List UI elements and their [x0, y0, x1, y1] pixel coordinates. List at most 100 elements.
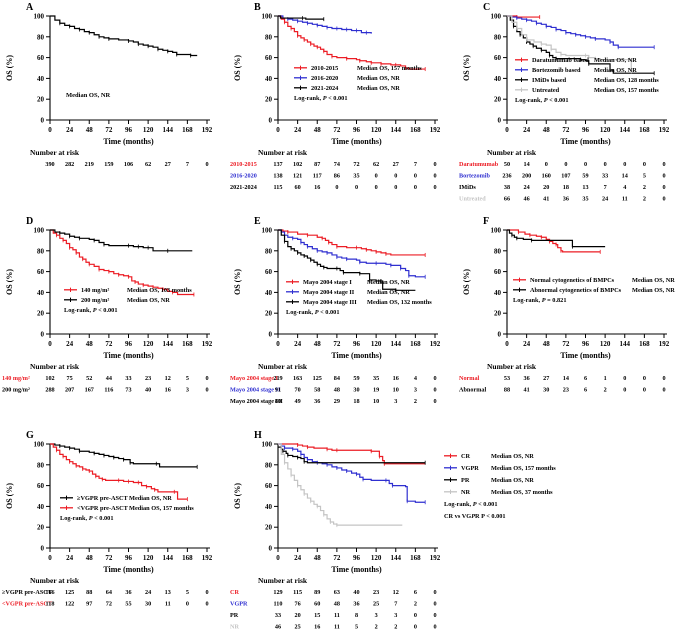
stat-line: CR vs VGPR P < 0.001: [444, 513, 506, 520]
risk-value: 87: [314, 161, 320, 168]
x-tick-label: 144: [163, 126, 174, 134]
risk-value: 62: [373, 161, 379, 168]
risk-value: 7: [186, 161, 189, 168]
risk-value: 2: [643, 184, 646, 191]
risk-value: 0: [394, 173, 397, 180]
legend-median-label: Median OS, NR: [491, 477, 534, 484]
risk-value: 60: [314, 601, 320, 608]
y-tick-label: 0: [41, 331, 45, 339]
risk-value: 2: [375, 624, 378, 631]
risk-value: 236: [502, 173, 511, 180]
risk-value: 16: [314, 184, 320, 191]
risk-table-header: Number at risk: [30, 576, 80, 585]
legend-median-label: Median OS, NR: [127, 297, 170, 304]
risk-row-label: NR: [230, 624, 239, 631]
y-tick-label: 20: [265, 524, 273, 532]
risk-row-label: VGPR: [230, 601, 248, 608]
risk-value: 0: [433, 184, 436, 191]
risk-value: 116: [104, 387, 113, 394]
y-tick-label: 0: [498, 117, 502, 125]
x-tick-label: 72: [562, 126, 570, 134]
risk-row-label: CR: [230, 589, 239, 596]
x-tick-label: 120: [600, 126, 611, 134]
panel-a: A 0 20 40 60 80 100 0 24 48 72 96 120 144 168 192 Time …: [0, 0, 228, 204]
risk-value: 0: [186, 601, 189, 608]
risk-value: 219: [273, 375, 282, 382]
risk-value: 0: [414, 612, 417, 619]
x-tick-label: 192: [430, 340, 441, 348]
risk-value: 41: [543, 196, 549, 203]
risk-row-label: Daratumumab: [459, 161, 499, 168]
risk-value: 0: [414, 173, 417, 180]
y-tick-label: 60: [37, 482, 45, 490]
legend-median-label: Median OS, NR: [357, 85, 400, 92]
risk-value: 35: [353, 173, 359, 180]
x-tick-label: 96: [125, 340, 133, 348]
km-curve: [278, 446, 426, 464]
risk-value: 76: [295, 601, 301, 608]
km-plot-a: 0 20 40 60 80 100 0 24 48 72 96 120 144 168 192 Time (m…: [5, 13, 213, 169]
y-tick-label: 80: [37, 461, 45, 469]
risk-value: 30: [353, 387, 359, 394]
y-tick-label: 100: [34, 441, 45, 449]
risk-row-label: Mayo 2004 stage III: [230, 398, 283, 405]
y-tick-label: 20: [494, 310, 502, 318]
risk-value: 12: [165, 375, 171, 382]
risk-value: 288: [45, 387, 54, 394]
km-curve: [278, 15, 372, 34]
risk-value: 15: [314, 612, 320, 619]
risk-value: 0: [643, 161, 646, 168]
legend-series-name: Untreated: [532, 87, 560, 94]
y-tick-label: 100: [491, 227, 502, 235]
risk-value: 0: [205, 375, 208, 382]
risk-value: 3: [186, 387, 189, 394]
risk-value: 110: [274, 601, 283, 608]
risk-value: 66: [504, 196, 510, 203]
risk-row-label: Normal: [459, 375, 480, 382]
y-tick-label: 80: [265, 247, 273, 255]
risk-value: 38: [504, 184, 510, 191]
y-tick-label: 100: [262, 13, 273, 21]
y-tick-label: 40: [37, 503, 45, 511]
legend-series-name: 2021-2024: [311, 85, 339, 92]
legend-series-name: VGPR: [461, 465, 479, 472]
y-tick-label: 100: [262, 441, 273, 449]
risk-value: 125: [65, 589, 74, 596]
x-tick-label: 72: [333, 126, 341, 134]
risk-value: 0: [205, 387, 208, 394]
y-axis-title: OS (%): [233, 55, 242, 81]
x-axis-title: Time (months): [103, 351, 154, 360]
y-tick-label: 40: [265, 75, 273, 83]
y-tick-label: 20: [37, 310, 45, 318]
risk-value: 0: [433, 589, 436, 596]
risk-value: 102: [45, 375, 54, 382]
x-tick-label: 72: [105, 554, 113, 562]
y-axis-title: OS (%): [462, 269, 471, 295]
legend-median-label: Median OS, 157 months: [129, 505, 194, 512]
risk-value: 63: [334, 589, 340, 596]
risk-value: 219: [85, 161, 94, 168]
km-curve: [507, 15, 655, 74]
risk-value: 117: [313, 173, 322, 180]
risk-value: 7: [394, 601, 397, 608]
risk-table-header: Number at risk: [487, 362, 537, 371]
legend-median-label: Median OS, NR: [367, 289, 410, 296]
risk-value: 58: [314, 387, 320, 394]
risk-value: 115: [274, 184, 283, 191]
y-tick-label: 80: [37, 247, 45, 255]
risk-value: 0: [394, 184, 397, 191]
risk-value: 12: [393, 589, 399, 596]
x-tick-label: 192: [659, 340, 670, 348]
risk-value: 0: [662, 375, 665, 382]
risk-row-label: Untreated: [459, 196, 486, 203]
risk-row-label: Bortezomib: [459, 173, 490, 180]
y-tick-label: 100: [491, 13, 502, 21]
risk-value: 7: [414, 161, 417, 168]
km-curve: [278, 15, 426, 70]
x-axis-title: Time (months): [103, 137, 154, 146]
risk-value: 16: [165, 387, 171, 394]
risk-table-header: Number at risk: [258, 362, 308, 371]
